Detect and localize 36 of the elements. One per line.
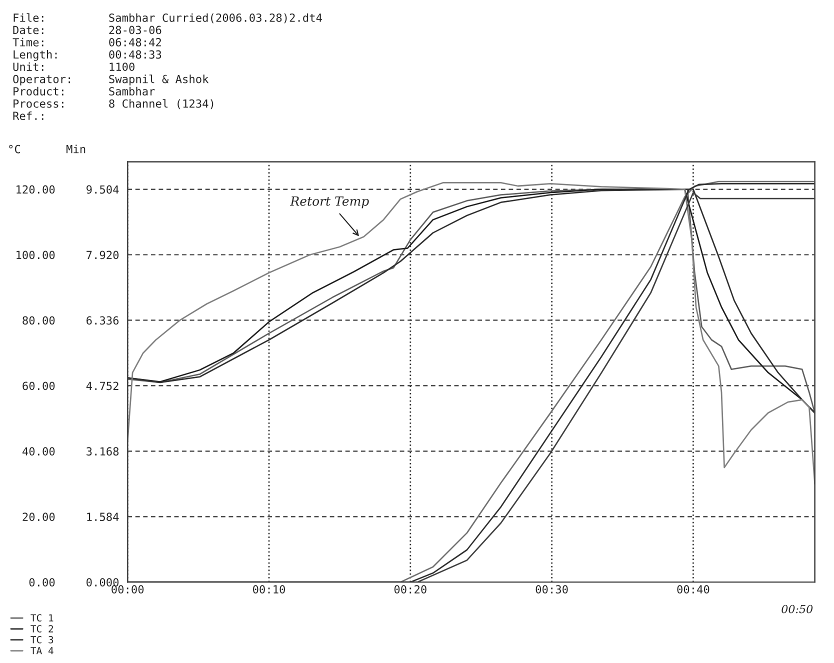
y-tick-label: 20.00: [22, 512, 55, 522]
y-tick-label: 80.00: [22, 316, 55, 325]
x-tick-label: 00:30: [536, 585, 568, 594]
y2-tick-label: 0.000: [86, 578, 119, 587]
legend-label: TA 4: [30, 647, 54, 654]
y-tick-label: 60.00: [22, 382, 55, 390]
text: Product: Sambhar: [14, 86, 155, 96]
text: Process: 8 Channel (1234): [14, 99, 214, 110]
text: Time: 06:48:42: [12, 38, 161, 46]
text: Unit: 1100: [13, 62, 134, 71]
text: Length: 00:48:33: [14, 50, 162, 61]
x-tick-label: 00:00: [112, 585, 144, 594]
y2-axis-title: Min: [66, 144, 86, 154]
text: Date: 28-03-06: [13, 26, 162, 34]
text: 00:50: [782, 604, 813, 614]
y-tick-label: 100.00: [16, 250, 55, 260]
y-axis-title: °C: [9, 144, 20, 154]
y2-tick-label: 3.168: [86, 447, 119, 456]
text: File: Sambhar Curried(2006.03.28)2.dt4: [14, 13, 322, 24]
y-tick-label: 0.00: [29, 578, 55, 587]
y-tick-label: 120.00: [16, 185, 55, 194]
annotation: Retort Temp: [290, 196, 369, 208]
legend-label: TC 1: [30, 614, 54, 622]
x-tick-label: 00:20: [394, 585, 426, 594]
y2-tick-label: 4.752: [86, 382, 118, 390]
y-tick-label: 40.00: [22, 447, 55, 456]
legend-label: TC 2: [30, 625, 54, 632]
x-tick-label: 00:10: [253, 585, 286, 594]
y2-tick-label: 7.920: [86, 250, 119, 260]
y2-tick-label: 1.584: [87, 512, 119, 522]
legend-label: TC 3: [30, 636, 54, 644]
x-tick-label: 00:40: [677, 585, 710, 594]
y2-tick-label: 6.336: [86, 316, 119, 325]
y2-tick-label: 9.504: [86, 185, 119, 194]
text: Ref.:: [13, 111, 44, 120]
text: Operator: Swapnil & Ashok: [13, 74, 209, 86]
